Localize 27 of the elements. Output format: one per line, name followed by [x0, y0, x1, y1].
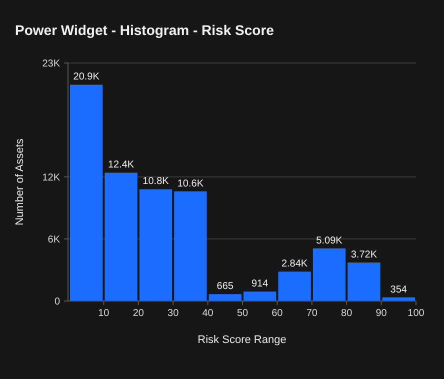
data-label: 354	[390, 284, 408, 296]
data-label: 10.6K	[177, 178, 204, 190]
data-label: 12.4K	[108, 160, 134, 171]
x-tick-label: 20	[132, 308, 144, 319]
chart-title: Power Widget - Histogram - Risk Score	[15, 22, 274, 38]
y-tick-label: 6K	[48, 234, 60, 246]
x-tick-label: 40	[202, 308, 214, 319]
y-tick-label: 23K	[42, 58, 60, 70]
x-tick-label: 100	[408, 308, 425, 319]
data-label: 10.8K	[142, 176, 170, 188]
y-tick-label: 0	[54, 296, 60, 308]
data-label: 914	[252, 278, 269, 290]
x-tick-label: 10	[98, 308, 110, 319]
y-axis-title: Number of Assets	[14, 138, 26, 226]
data-label: 20.9K	[73, 72, 100, 83]
data-label: 5.09K	[316, 235, 343, 246]
y-tick-label: 12K	[42, 172, 60, 184]
data-label: 3.72K	[350, 250, 378, 261]
x-tick-label: 60	[272, 308, 284, 319]
x-axis-title: Risk Score Range	[198, 334, 286, 346]
x-tick-label: 70	[306, 308, 318, 319]
data-label: 2.84K	[281, 258, 308, 270]
x-tick-label: 80	[341, 308, 353, 319]
x-tick-label: 50	[236, 308, 248, 319]
x-tick-label: 90	[376, 308, 388, 319]
data-label: 665	[216, 281, 234, 292]
x-tick-label: 30	[168, 308, 180, 319]
